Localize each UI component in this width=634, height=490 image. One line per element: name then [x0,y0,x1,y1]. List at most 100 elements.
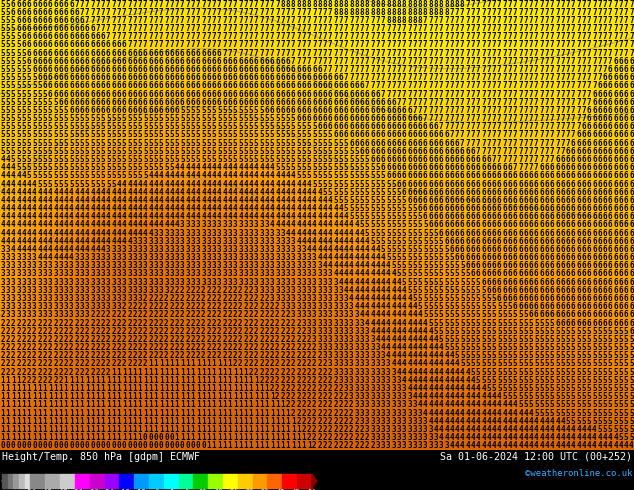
Text: 7: 7 [518,16,522,25]
Text: 6: 6 [53,8,58,17]
Text: 6: 6 [37,49,42,58]
Text: 4: 4 [302,179,306,189]
Text: 2: 2 [191,318,195,327]
Text: 5: 5 [16,122,21,131]
Text: 4: 4 [397,294,401,303]
Text: 5: 5 [148,130,153,140]
Text: 7: 7 [455,130,459,140]
Text: 7: 7 [122,0,126,9]
Text: 7: 7 [407,32,411,41]
Text: 3: 3 [85,286,89,295]
Text: 3: 3 [112,286,116,295]
Text: 6: 6 [534,237,538,246]
Text: 6: 6 [608,65,612,74]
Text: 1: 1 [180,376,184,385]
Text: 2: 2 [74,368,79,377]
Text: 2: 2 [127,327,132,336]
Text: 3: 3 [386,425,391,434]
Text: 1: 1 [185,425,190,434]
Text: 3: 3 [359,416,364,426]
Text: 5: 5 [96,139,100,147]
Text: 6: 6 [529,229,533,238]
Text: 6: 6 [296,73,301,82]
Text: 7: 7 [450,98,454,107]
Text: 6: 6 [587,220,592,229]
Text: 7: 7 [196,24,200,33]
Text: 5: 5 [185,155,190,164]
Text: 6: 6 [434,155,438,164]
Text: 7: 7 [524,130,528,140]
Text: 6: 6 [112,98,116,107]
Text: 6: 6 [470,261,475,270]
Text: 4: 4 [381,286,385,295]
Text: 5: 5 [571,409,576,417]
Text: 7: 7 [264,24,269,33]
Text: 4: 4 [492,400,496,409]
Text: 6: 6 [597,147,602,156]
Text: 8: 8 [365,8,370,17]
Text: 1: 1 [275,400,280,409]
Text: 5: 5 [53,172,58,180]
Text: 5: 5 [555,376,560,385]
Text: 6: 6 [286,98,290,107]
Text: 2: 2 [185,327,190,336]
Text: 8: 8 [386,8,391,17]
Text: 4: 4 [223,179,227,189]
Text: 2: 2 [249,294,253,303]
Text: 4: 4 [613,441,618,450]
Text: 3: 3 [112,245,116,254]
Text: 4: 4 [169,212,174,221]
Text: 6: 6 [508,253,512,262]
Text: 1: 1 [101,384,105,393]
Text: 5: 5 [312,155,316,164]
Text: 2: 2 [48,360,53,368]
Text: 7: 7 [101,16,105,25]
Text: 6: 6 [233,98,237,107]
Text: 6: 6 [560,155,565,164]
Text: 7: 7 [264,41,269,49]
Text: 4: 4 [429,368,433,377]
Text: 7: 7 [460,57,465,66]
Text: 3: 3 [328,335,332,344]
Text: 5: 5 [492,351,496,360]
Text: 30: 30 [245,489,254,490]
Text: 6: 6 [439,155,443,164]
Text: 7: 7 [470,41,475,49]
Text: 6: 6 [486,196,491,205]
Text: 4: 4 [191,212,195,221]
Text: 4: 4 [402,302,406,311]
Text: 2: 2 [148,310,153,319]
Text: 1: 1 [153,400,158,409]
Text: 5: 5 [80,130,84,140]
Text: 3: 3 [6,270,10,278]
Text: 7: 7 [212,32,216,41]
Text: 4: 4 [476,416,481,426]
Text: 6: 6 [492,212,496,221]
Text: 6: 6 [508,229,512,238]
Text: 3: 3 [429,433,433,442]
Text: 5: 5 [434,310,438,319]
Text: 4: 4 [22,196,26,205]
Text: 4: 4 [481,409,486,417]
Text: 4: 4 [11,212,15,221]
Text: 6: 6 [624,139,628,147]
Text: 5: 5 [550,400,554,409]
Text: 5: 5 [359,196,364,205]
Text: 6: 6 [592,270,597,278]
Text: 2: 2 [264,376,269,385]
Text: 7: 7 [524,41,528,49]
Text: 3: 3 [264,245,269,254]
Text: 5: 5 [6,139,10,147]
Text: 3: 3 [238,237,243,246]
Text: 4: 4 [450,392,454,401]
Text: 8: 8 [407,8,411,17]
Text: 6: 6 [286,65,290,74]
Text: 6: 6 [386,163,391,172]
Text: 5: 5 [1,81,5,90]
Text: 2: 2 [85,335,89,344]
Text: 5: 5 [597,368,602,377]
Text: 6: 6 [153,106,158,115]
Text: 6: 6 [518,172,522,180]
Text: 7: 7 [439,41,443,49]
Text: 1: 1 [27,392,31,401]
